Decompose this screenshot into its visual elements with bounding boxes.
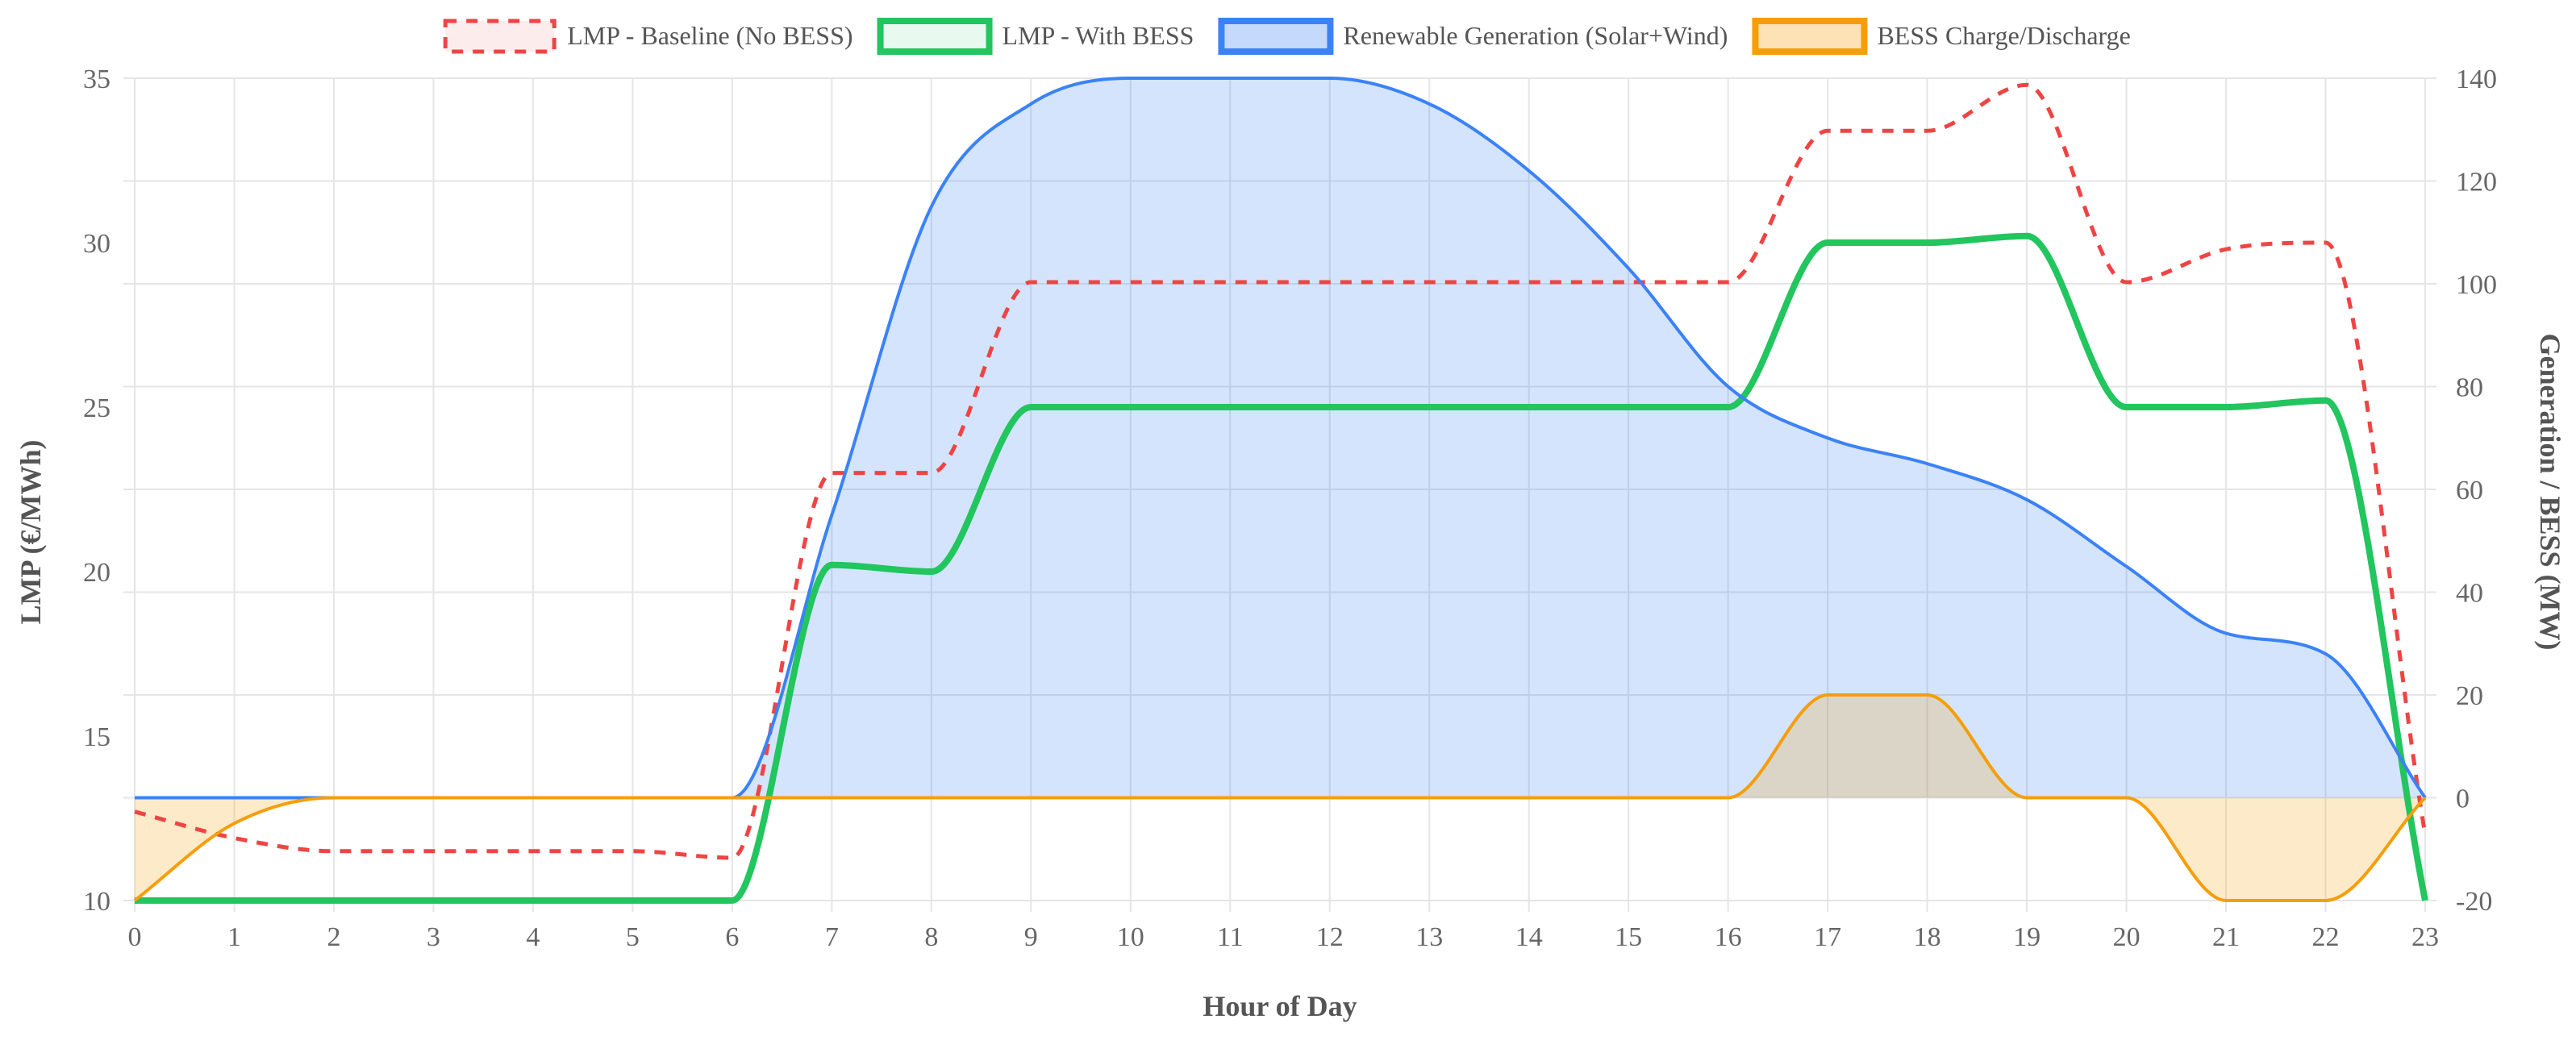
line-layer — [133, 76, 2428, 905]
y-right-tick-label: 40 — [2456, 579, 2483, 609]
bess-charge-discharge-line — [133, 693, 2427, 903]
bess-charge-discharge-legend-label[interactable]: BESS Charge/Discharge — [1877, 21, 2130, 50]
x-tick-label: 21 — [2212, 922, 2240, 952]
x-tick-label: 17 — [1814, 922, 1841, 952]
lmp-with-bess-legend-swatch[interactable] — [877, 18, 993, 55]
y-left-tick-label: 35 — [83, 64, 110, 94]
x-tick-label: 11 — [1217, 922, 1244, 952]
x-tick-label: 3 — [427, 922, 440, 952]
y-right-tick-label: 20 — [2456, 681, 2483, 711]
lmp-with-bess-legend-label[interactable]: LMP - With BESS — [1002, 21, 1194, 50]
y-left-tick-label: 15 — [83, 722, 110, 752]
y-axis-right-title: Generation / BESS (MW) — [2534, 334, 2566, 651]
lmp-with-bess-line — [135, 232, 2428, 905]
lmp-baseline-no-bess-line — [134, 82, 2428, 860]
x-tick-label: 18 — [1914, 922, 1941, 952]
x-tick-label: 9 — [1024, 922, 1038, 952]
x-tick-label: 5 — [626, 922, 640, 952]
x-tick-label: 1 — [227, 922, 241, 952]
y-right-tick-label: 80 — [2456, 373, 2483, 403]
renewable-generation-solar-wind-legend-swatch[interactable] — [1218, 18, 1334, 55]
x-tick-label: 12 — [1316, 922, 1344, 952]
x-tick-label: 23 — [2411, 922, 2439, 952]
x-tick-label: 7 — [825, 922, 839, 952]
lmp-baseline-no-bess-legend-label[interactable]: LMP - Baseline (No BESS) — [567, 21, 852, 50]
x-axis-title: Hour of Day — [1203, 990, 1357, 1022]
x-tick-label: 14 — [1515, 922, 1543, 952]
x-tick-label: 22 — [2312, 922, 2340, 952]
lmp-baseline-no-bess-legend-swatch[interactable] — [443, 19, 556, 54]
y-right-tick-label: 120 — [2456, 168, 2497, 198]
renewable-generation-solar-wind-legend-label[interactable]: Renewable Generation (Solar+Wind) — [1343, 21, 1728, 50]
x-tick-label: 8 — [924, 922, 938, 952]
renewable-generation-solar-wind-area — [135, 78, 2425, 798]
y-left-tick-label: 30 — [83, 229, 110, 259]
x-tick-label: 2 — [327, 922, 340, 952]
bess-charge-discharge-legend-swatch[interactable] — [1752, 18, 1868, 55]
x-tick-label: 0 — [128, 922, 142, 952]
x-tick-label: 13 — [1415, 922, 1443, 952]
y-right-tick-label: 100 — [2456, 270, 2497, 300]
legend: LMP - Baseline (No BESS) LMP - With BESS R… — [443, 18, 2131, 55]
y-right-tick-label: 0 — [2456, 784, 2470, 814]
x-tick-label: 20 — [2113, 922, 2140, 952]
axes: 0 1 2 3 4 5 6 7 8 9 10 11 12 13 14 15 16 17 18 19 20 21 22 23-2… — [83, 64, 2497, 952]
y-right-tick-label: 60 — [2456, 476, 2483, 505]
x-tick-label: 6 — [725, 922, 739, 952]
x-tick-label: 19 — [2013, 922, 2040, 952]
x-tick-label: 16 — [1715, 922, 1742, 952]
y-right-tick-label: 140 — [2456, 64, 2497, 94]
y-axis-left-title: LMP (€/MWh) — [15, 440, 47, 625]
y-left-tick-label: 10 — [83, 887, 110, 917]
y-left-tick-label: 20 — [83, 558, 110, 588]
x-tick-label: 4 — [526, 922, 540, 952]
y-right-tick-label: -20 — [2456, 887, 2492, 917]
x-tick-label: 15 — [1615, 922, 1642, 952]
x-tick-label: 10 — [1117, 922, 1144, 952]
y-left-tick-label: 25 — [83, 393, 110, 423]
